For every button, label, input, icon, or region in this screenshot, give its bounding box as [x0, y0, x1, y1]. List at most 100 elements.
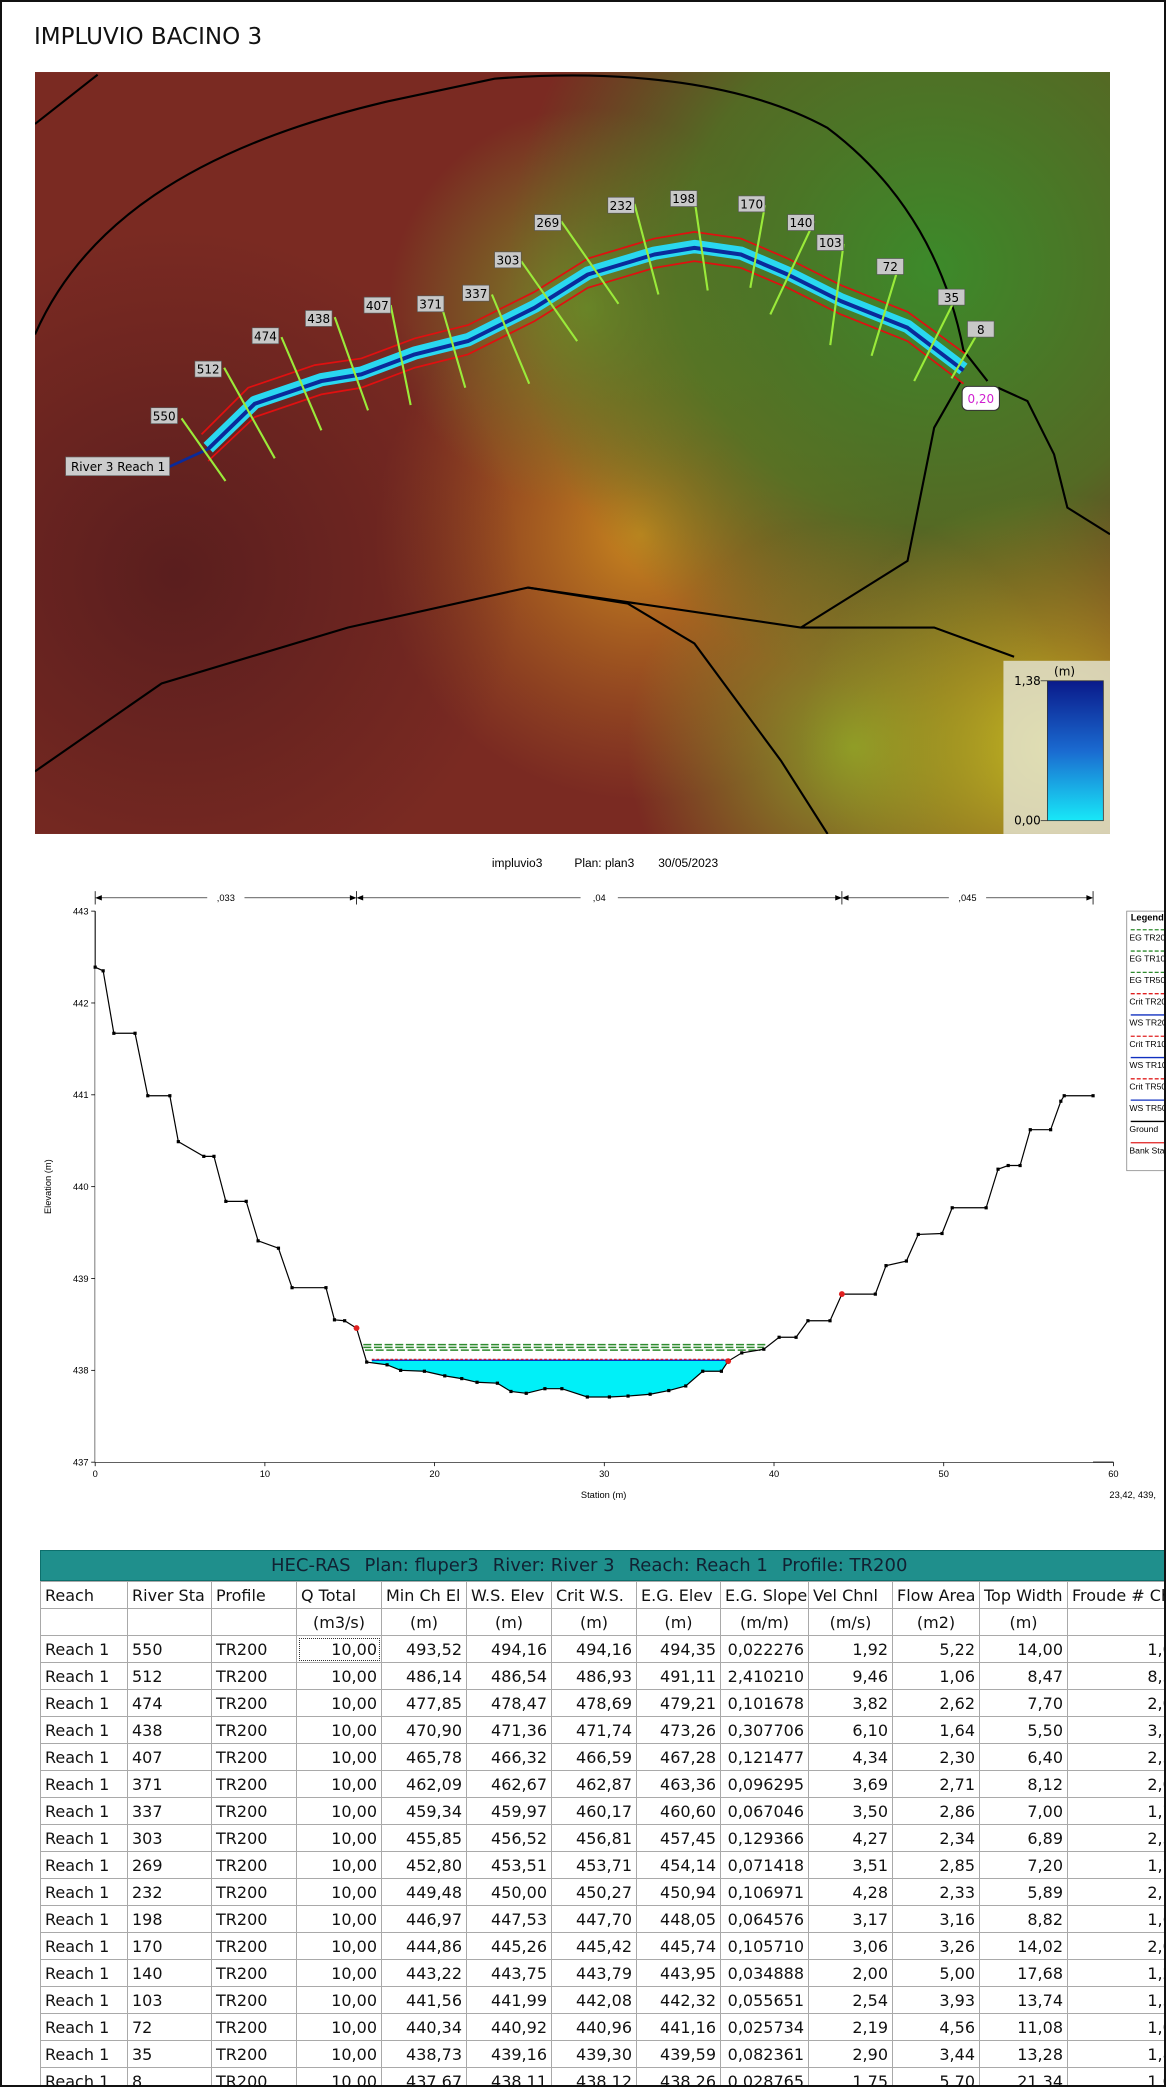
color-bar — [1047, 681, 1103, 821]
table-row: Reach 1407TR20010,00465,78466,32466,5946… — [41, 1744, 1166, 1771]
column-unit: (m2) — [893, 1609, 980, 1636]
y-axis-label: Elevation (m) — [43, 1159, 53, 1214]
table-cell: 0,096295 — [721, 1771, 809, 1798]
table-cell: 2,54 — [809, 1987, 893, 2014]
table-cell: 1,09 — [1068, 2014, 1166, 2041]
table-row: Reach 1337TR20010,00459,34459,97460,1746… — [41, 1798, 1166, 1825]
station-label: 103 — [819, 236, 842, 250]
table-cell: 10,00 — [297, 1987, 382, 2014]
table-cell: Reach 1 — [41, 1825, 128, 1852]
table-cell: TR200 — [212, 1852, 297, 1879]
table-cell: 440,92 — [467, 2014, 552, 2041]
table-cell: 11,08 — [980, 2014, 1068, 2041]
x-tick-label: 10 — [260, 1469, 270, 1479]
table-row: Reach 1303TR20010,00455,85456,52456,8145… — [41, 1825, 1166, 1852]
ground-point — [146, 1094, 149, 1097]
table-cell: 442,32 — [637, 1987, 721, 2014]
table-cell: 486,93 — [552, 1663, 637, 1690]
table-cell: 10,00 — [297, 1879, 382, 1906]
manning-label: ,045 — [958, 893, 976, 903]
x-tick-label: 60 — [1108, 1469, 1118, 1479]
table-cell: Reach 1 — [41, 1771, 128, 1798]
table-cell: 8 — [128, 2068, 212, 2087]
table-cell: 3,69 — [809, 1771, 893, 1798]
ground-point — [985, 1206, 988, 1209]
table-cell: 6,40 — [980, 1744, 1068, 1771]
banner-part: Reach: Reach 1 — [629, 1555, 768, 1576]
table-cell: 478,47 — [467, 1690, 552, 1717]
table-cell: 479,21 — [637, 1690, 721, 1717]
legend-label: EG TR100 — [1129, 954, 1166, 964]
chart-title: Plan: plan3 — [574, 856, 634, 870]
table-cell: 447,53 — [467, 1906, 552, 1933]
ground-point — [224, 1200, 227, 1203]
table-cell: 8,82 — [980, 1906, 1068, 1933]
column-header: Profile — [212, 1582, 297, 1609]
table-cell: 460,17 — [552, 1798, 637, 1825]
legend-min: 0,00 — [1014, 814, 1041, 828]
ground-point — [560, 1387, 563, 1390]
table-cell: 452,80 — [382, 1852, 467, 1879]
ground-point — [940, 1232, 943, 1235]
table-cell: 494,16 — [467, 1636, 552, 1663]
column-unit — [128, 1609, 212, 1636]
x-tick-label: 20 — [429, 1469, 439, 1479]
ground-point — [905, 1259, 908, 1262]
table-cell: 2,31 — [1068, 1744, 1166, 1771]
table-cell: 3,44 — [893, 2041, 980, 2068]
banner-part: Plan: fluper3 — [365, 1555, 479, 1576]
table-cell: 3,82 — [809, 1690, 893, 1717]
ground-point — [324, 1286, 327, 1289]
table: ReachRiver StaProfileQ TotalMin Ch ElW.S… — [40, 1581, 1166, 2087]
legend-label: Ground — [1129, 1124, 1158, 1134]
ground-point — [996, 1168, 999, 1171]
chart-title: 30/05/2023 — [658, 856, 718, 870]
table-cell: 0,121477 — [721, 1744, 809, 1771]
table-cell: 474 — [128, 1690, 212, 1717]
table-cell: Reach 1 — [41, 1690, 128, 1717]
table-cell: 0,022276 — [721, 1636, 809, 1663]
table-cell: 438,11 — [467, 2068, 552, 2087]
table-row: Reach 1474TR20010,00477,85478,47478,6947… — [41, 1690, 1166, 1717]
ground-point — [212, 1155, 215, 1158]
table-cell: 1,78 — [1068, 1852, 1166, 1879]
ground-point — [202, 1155, 205, 1158]
column-header: Crit W.S. — [552, 1582, 637, 1609]
table-cell: 456,81 — [552, 1825, 637, 1852]
table-cell: 7,00 — [980, 1798, 1068, 1825]
legend-title: Legend — [1131, 912, 1164, 922]
legend-max: 1,38 — [1014, 674, 1041, 688]
station-label: 72 — [883, 260, 898, 274]
x-tick-label: 0 — [93, 1469, 98, 1479]
x-tick-label: 50 — [939, 1469, 949, 1479]
table-cell: 466,59 — [552, 1744, 637, 1771]
table-cell: 1,20 — [1068, 1960, 1166, 1987]
ground-point — [762, 1348, 765, 1351]
station-label: 512 — [197, 363, 220, 377]
table-cell: 486,54 — [467, 1663, 552, 1690]
table-cell: 466,32 — [467, 1744, 552, 1771]
column-header: Q Total — [297, 1582, 382, 1609]
ground-point — [112, 1032, 115, 1035]
table-cell: 337 — [128, 1798, 212, 1825]
station-label: 140 — [790, 216, 813, 230]
table-cell: 478,69 — [552, 1690, 637, 1717]
table-cell: 8,47 — [980, 1663, 1068, 1690]
table-cell: 0,064576 — [721, 1906, 809, 1933]
station-label: 371 — [419, 297, 442, 311]
manning-label: ,033 — [217, 893, 235, 903]
table-cell: 1,75 — [1068, 1798, 1166, 1825]
ground-point — [256, 1239, 259, 1242]
header-row: ReachRiver StaProfileQ TotalMin Ch ElW.S… — [41, 1582, 1166, 1609]
column-unit: (m) — [467, 1609, 552, 1636]
table-cell: 10,00 — [297, 1717, 382, 1744]
table-cell: 454,14 — [637, 1852, 721, 1879]
table-cell: 10,00 — [297, 1825, 382, 1852]
table-cell: Reach 1 — [41, 1852, 128, 1879]
column-header: Froude # Chl — [1068, 1582, 1166, 1609]
table-cell: 0,105710 — [721, 1933, 809, 1960]
ground-point — [740, 1351, 743, 1354]
table-cell: TR200 — [212, 2041, 297, 2068]
station-label: 474 — [254, 329, 277, 343]
table-cell: 9,46 — [809, 1663, 893, 1690]
